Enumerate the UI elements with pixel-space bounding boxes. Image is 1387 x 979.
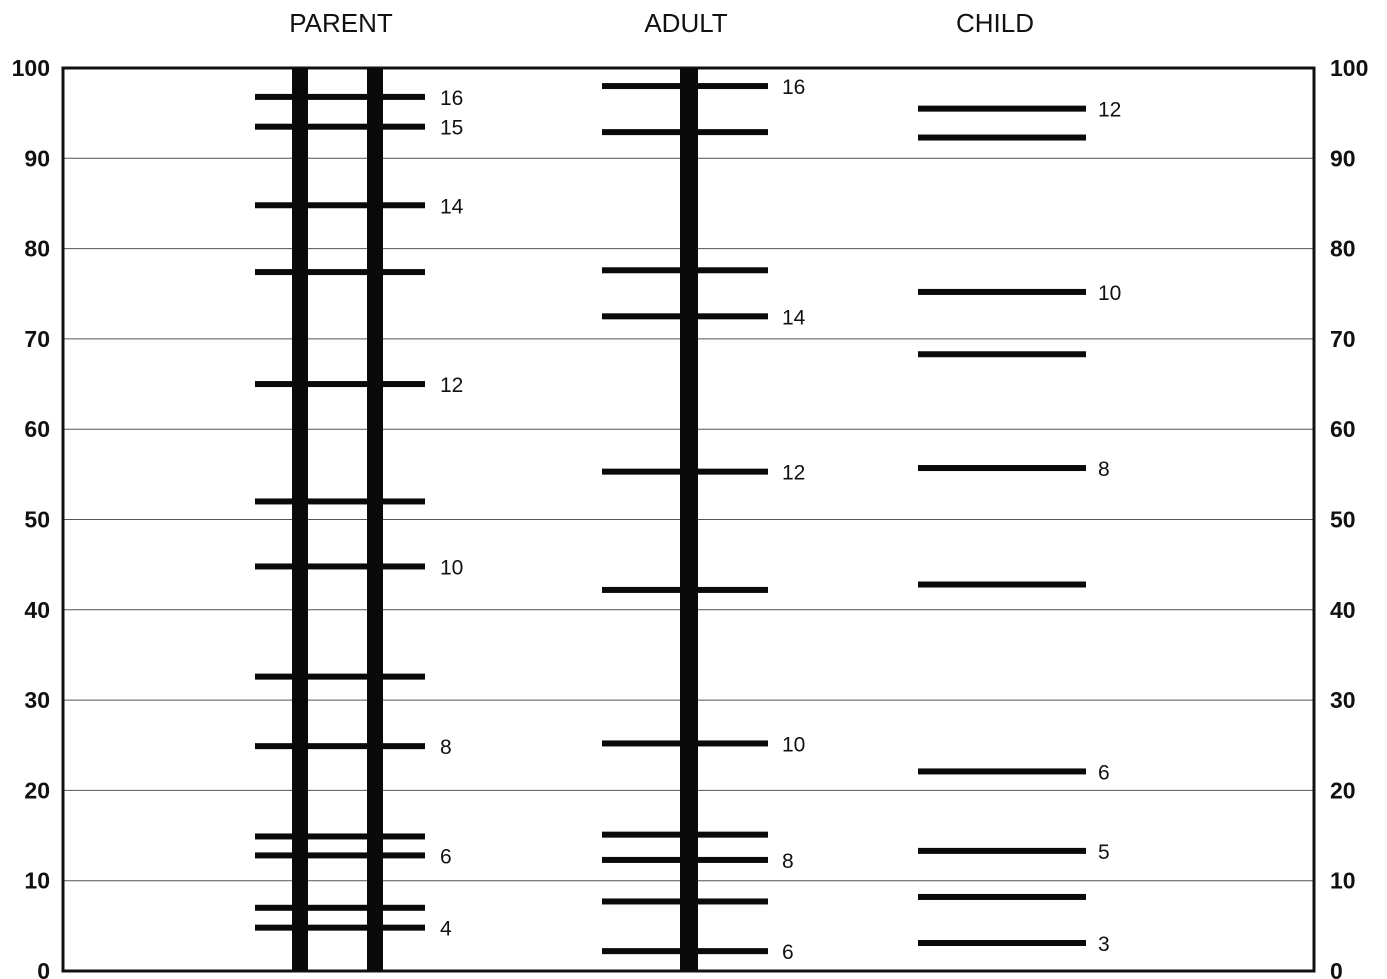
ladder-rung bbox=[918, 893, 1086, 900]
rung-label: 16 bbox=[440, 87, 463, 110]
rung-label: 12 bbox=[782, 462, 805, 485]
column-title-child: CHILD bbox=[956, 8, 1034, 38]
ladder-rung bbox=[255, 93, 425, 100]
ladder-rung bbox=[918, 134, 1086, 141]
rung-label: 10 bbox=[782, 733, 805, 756]
y-tick-label-right: 40 bbox=[1330, 597, 1356, 623]
ladder-rung bbox=[602, 313, 768, 320]
ladder-rung bbox=[918, 465, 1086, 472]
rung-label: 10 bbox=[440, 556, 463, 579]
ladder-rung bbox=[602, 267, 768, 274]
y-tick-label-left: 40 bbox=[24, 597, 50, 623]
ladder-rung bbox=[255, 563, 425, 570]
rung-label: 5 bbox=[1098, 841, 1110, 864]
y-tick-label-left: 10 bbox=[24, 868, 50, 894]
ladder-rung bbox=[918, 847, 1086, 854]
y-tick-label-right: 80 bbox=[1330, 236, 1356, 262]
column-title-parent: PARENT bbox=[289, 8, 393, 38]
y-tick-label-left: 0 bbox=[37, 958, 50, 979]
ladder-rung bbox=[255, 833, 425, 840]
ladder-rung bbox=[602, 740, 768, 747]
ladder-rung bbox=[602, 586, 768, 593]
ladder-rung bbox=[918, 768, 1086, 775]
ladder-rung bbox=[255, 673, 425, 680]
ladder-rung bbox=[602, 129, 768, 136]
y-axis-left-ticks: 0 10 20 30 40 50 60 70 80 90 100 bbox=[12, 55, 50, 979]
rung-label: 12 bbox=[1098, 99, 1121, 122]
ladder-rung bbox=[255, 202, 425, 209]
ladder-rung bbox=[255, 852, 425, 859]
y-tick-label-left: 90 bbox=[24, 145, 50, 171]
ladder-rung bbox=[918, 105, 1086, 112]
y-tick-label-left: 50 bbox=[24, 507, 50, 533]
y-tick-label-right: 70 bbox=[1330, 326, 1356, 352]
ladder-rung bbox=[918, 351, 1086, 358]
ladder-rung bbox=[602, 468, 768, 475]
ladder-rung bbox=[918, 940, 1086, 947]
ladder-rung bbox=[602, 83, 768, 90]
ladder-rung bbox=[255, 269, 425, 276]
y-tick-label-right: 30 bbox=[1330, 687, 1356, 713]
column-title-adult: ADULT bbox=[644, 8, 727, 38]
ladder-rung bbox=[255, 498, 425, 505]
ladder-rung bbox=[918, 288, 1086, 295]
rung-label: 6 bbox=[1098, 761, 1110, 784]
y-tick-label-right: 0 bbox=[1330, 958, 1343, 979]
rung-label: 6 bbox=[782, 941, 794, 964]
ladder-rung bbox=[255, 904, 425, 911]
ladder-rung bbox=[602, 948, 768, 955]
ladder-rung bbox=[602, 898, 768, 905]
y-axis-right-ticks: 0 10 20 30 40 50 60 70 80 90 100 bbox=[1330, 55, 1368, 979]
ladder-rung bbox=[255, 123, 425, 130]
rung-label: 6 bbox=[440, 845, 452, 868]
rung-label: 8 bbox=[440, 736, 452, 759]
ladder-rungs: 16 15 14 12 10 8 6 4 16 14 12 10 8 6 12 10 8 6 5 3 bbox=[255, 76, 1121, 964]
y-tick-label-left: 20 bbox=[24, 777, 50, 803]
y-tick-label-right: 20 bbox=[1330, 777, 1356, 803]
rung-label: 10 bbox=[1098, 282, 1121, 305]
y-tick-label-left: 100 bbox=[12, 55, 50, 81]
rung-label: 3 bbox=[1098, 933, 1110, 956]
rung-label: 14 bbox=[440, 195, 464, 218]
rung-label: 4 bbox=[440, 918, 452, 941]
rung-label: 8 bbox=[1098, 458, 1110, 481]
y-tick-label-left: 80 bbox=[24, 236, 50, 262]
ladder-rung bbox=[255, 743, 425, 750]
ladder-rung bbox=[602, 856, 768, 863]
y-tick-label-left: 30 bbox=[24, 687, 50, 713]
ladder-rung bbox=[918, 581, 1086, 588]
rung-label: 8 bbox=[782, 850, 794, 873]
y-tick-label-left: 70 bbox=[24, 326, 50, 352]
ladder-rung bbox=[255, 924, 425, 931]
ladder-rung bbox=[602, 831, 768, 838]
y-tick-label-right: 60 bbox=[1330, 416, 1356, 442]
ladder-rung bbox=[255, 381, 425, 388]
rung-label: 15 bbox=[440, 117, 463, 140]
y-tick-label-right: 10 bbox=[1330, 868, 1356, 894]
y-tick-label-right: 90 bbox=[1330, 145, 1356, 171]
y-tick-label-right: 50 bbox=[1330, 507, 1356, 533]
column-titles: PARENT ADULT CHILD bbox=[289, 8, 1034, 38]
y-tick-label-left: 60 bbox=[24, 416, 50, 442]
rung-label: 16 bbox=[782, 76, 805, 99]
rung-label: 14 bbox=[782, 306, 806, 329]
y-tick-label-right: 100 bbox=[1330, 55, 1368, 81]
rung-label: 12 bbox=[440, 374, 463, 397]
